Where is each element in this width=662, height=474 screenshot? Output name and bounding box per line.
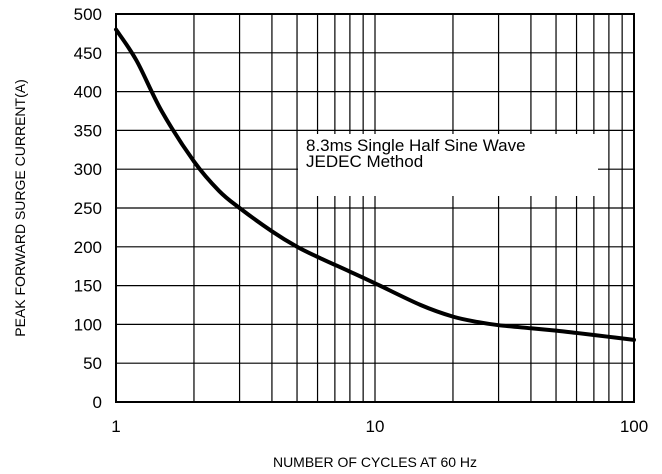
annotation-line-2: JEDEC Method bbox=[306, 152, 423, 171]
annotation-line-1: 8.3ms Single Half Sine Wave bbox=[306, 136, 526, 155]
y-tick-label: 300 bbox=[74, 160, 102, 179]
y-tick-label: 500 bbox=[74, 5, 102, 24]
y-tick-label: 200 bbox=[74, 238, 102, 257]
y-tick-label: 250 bbox=[74, 199, 102, 218]
y-tick-label: 100 bbox=[74, 315, 102, 334]
grid-lines bbox=[116, 13, 634, 403]
y-tick-labels: 0 50 100 150 200 250 300 350 400 450 500 bbox=[74, 5, 102, 412]
y-tick-label: 450 bbox=[74, 44, 102, 63]
x-axis-title: NUMBER OF CYCLES AT 60 Hz bbox=[273, 454, 477, 470]
x-tick-label: 100 bbox=[620, 417, 648, 436]
y-tick-label: 350 bbox=[74, 121, 102, 140]
y-axis-title: PEAK FORWARD SURGE CURRENT(A) bbox=[12, 79, 28, 336]
y-tick-label: 150 bbox=[74, 277, 102, 296]
annotation-background bbox=[298, 134, 598, 196]
series-line bbox=[114, 27, 636, 342]
y-tick-label: 50 bbox=[83, 354, 102, 373]
x-tick-label: 1 bbox=[111, 417, 120, 436]
x-tick-label: 10 bbox=[366, 417, 385, 436]
plot-frame bbox=[115, 13, 635, 403]
y-tick-label: 0 bbox=[93, 393, 102, 412]
y-tick-label: 400 bbox=[74, 83, 102, 102]
x-tick-labels: 1 10 100 bbox=[111, 417, 648, 436]
